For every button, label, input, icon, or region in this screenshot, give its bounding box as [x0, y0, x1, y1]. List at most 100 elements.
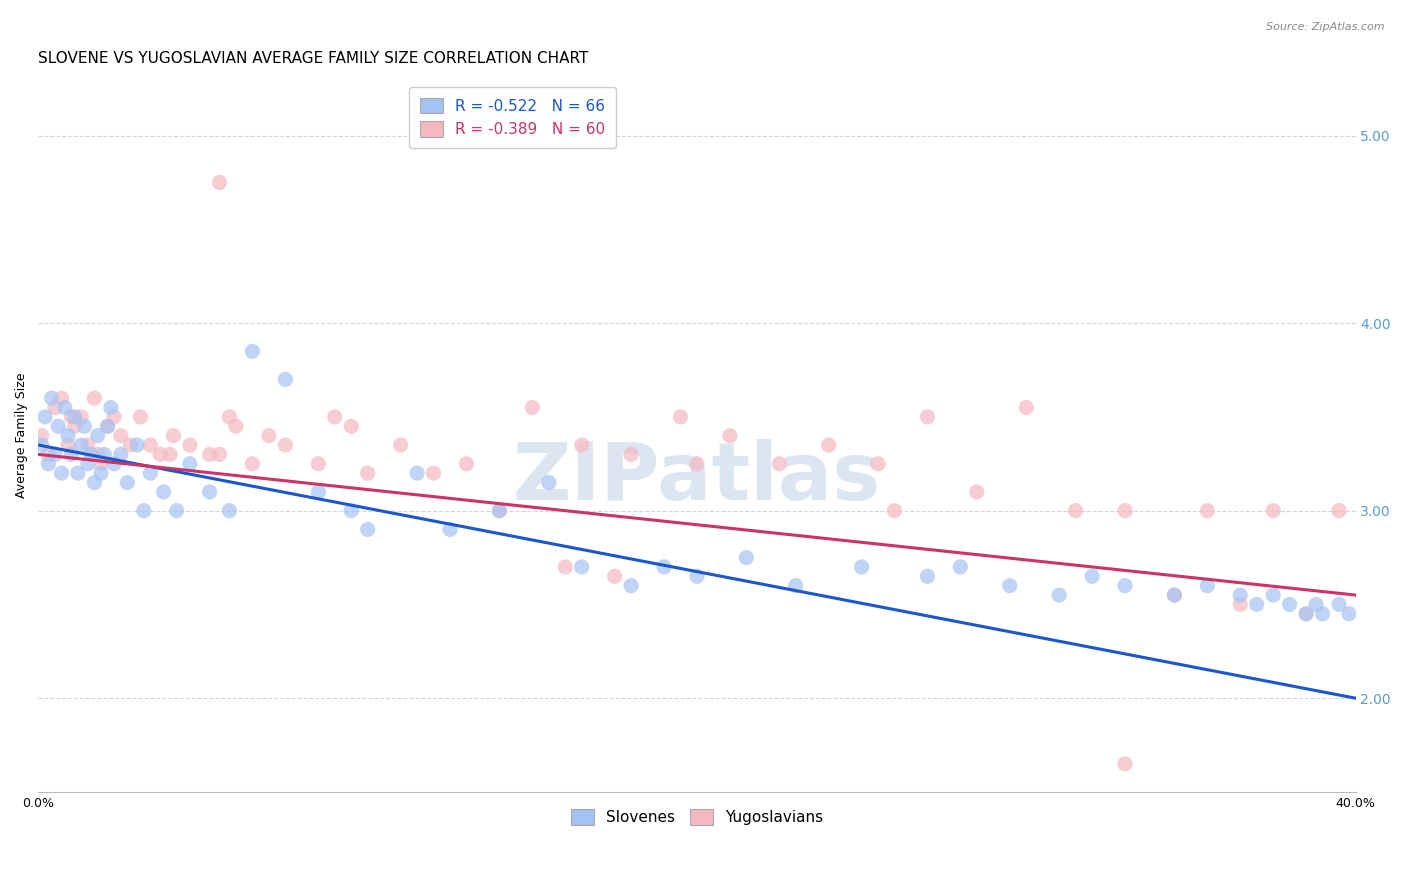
Point: [669, 409, 692, 424]
Point: [34, 409, 56, 424]
Point: [31, 438, 53, 452]
Point: [46, 419, 69, 434]
Point: [1229, 588, 1251, 602]
Point: [817, 438, 839, 452]
Point: [103, 409, 125, 424]
Point: [208, 447, 231, 461]
Point: [522, 401, 544, 415]
Point: [139, 466, 162, 480]
Point: [31, 428, 53, 442]
Point: [949, 560, 972, 574]
Y-axis label: Average Family Size: Average Family Size: [15, 373, 28, 499]
Point: [159, 447, 181, 461]
Point: [1337, 607, 1360, 621]
Point: [90, 457, 112, 471]
Legend: Slovenes, Yugoslavians: Slovenes, Yugoslavians: [561, 800, 832, 834]
Point: [1081, 569, 1104, 583]
Point: [357, 466, 380, 480]
Text: Source: ZipAtlas.com: Source: ZipAtlas.com: [1267, 22, 1385, 32]
Point: [56, 428, 79, 442]
Point: [1327, 598, 1350, 612]
Point: [620, 447, 643, 461]
Point: [1197, 503, 1219, 517]
Point: [1047, 588, 1070, 602]
Point: [86, 428, 108, 442]
Point: [51, 391, 73, 405]
Point: [1305, 598, 1327, 612]
Point: [37, 447, 59, 461]
Point: [735, 550, 758, 565]
Point: [1197, 579, 1219, 593]
Point: [389, 438, 412, 452]
Point: [274, 372, 297, 386]
Point: [1246, 598, 1268, 612]
Point: [1263, 503, 1285, 517]
Point: [166, 503, 188, 517]
Point: [117, 475, 139, 490]
Point: [60, 447, 83, 461]
Point: [162, 428, 184, 442]
Point: [1263, 588, 1285, 602]
Point: [883, 503, 905, 517]
Point: [1278, 598, 1301, 612]
Point: [70, 438, 93, 452]
Point: [603, 569, 626, 583]
Point: [439, 523, 461, 537]
Point: [110, 447, 132, 461]
Point: [41, 391, 63, 405]
Point: [44, 401, 66, 415]
Point: [120, 438, 142, 452]
Point: [218, 503, 240, 517]
Point: [1312, 607, 1334, 621]
Text: ZIPatlas: ZIPatlas: [513, 440, 882, 517]
Point: [76, 457, 98, 471]
Point: [208, 176, 231, 190]
Point: [60, 409, 83, 424]
Point: [917, 569, 939, 583]
Point: [340, 419, 363, 434]
Point: [97, 419, 120, 434]
Point: [66, 466, 89, 480]
Point: [488, 503, 510, 517]
Point: [571, 438, 593, 452]
Point: [152, 484, 174, 499]
Point: [1163, 588, 1185, 602]
Text: SLOVENE VS YUGOSLAVIAN AVERAGE FAMILY SIZE CORRELATION CHART: SLOVENE VS YUGOSLAVIAN AVERAGE FAMILY SI…: [38, 51, 589, 66]
Point: [242, 344, 264, 359]
Point: [1114, 579, 1136, 593]
Point: [53, 401, 76, 415]
Point: [274, 438, 297, 452]
Point: [686, 569, 709, 583]
Point: [652, 560, 675, 574]
Point: [537, 475, 560, 490]
Point: [37, 457, 59, 471]
Point: [129, 409, 152, 424]
Point: [686, 457, 709, 471]
Point: [323, 409, 346, 424]
Point: [768, 457, 790, 471]
Point: [307, 457, 329, 471]
Point: [966, 484, 988, 499]
Point: [51, 466, 73, 480]
Point: [70, 409, 93, 424]
Point: [718, 428, 741, 442]
Point: [242, 457, 264, 471]
Point: [73, 419, 96, 434]
Point: [868, 457, 890, 471]
Point: [225, 419, 247, 434]
Point: [56, 438, 79, 452]
Point: [554, 560, 576, 574]
Point: [456, 457, 478, 471]
Point: [63, 419, 86, 434]
Point: [340, 503, 363, 517]
Point: [93, 447, 115, 461]
Point: [198, 447, 221, 461]
Point: [179, 457, 201, 471]
Point: [63, 409, 86, 424]
Point: [1163, 588, 1185, 602]
Point: [307, 484, 329, 499]
Point: [1327, 503, 1350, 517]
Point: [1114, 756, 1136, 771]
Point: [103, 457, 125, 471]
Point: [1295, 607, 1317, 621]
